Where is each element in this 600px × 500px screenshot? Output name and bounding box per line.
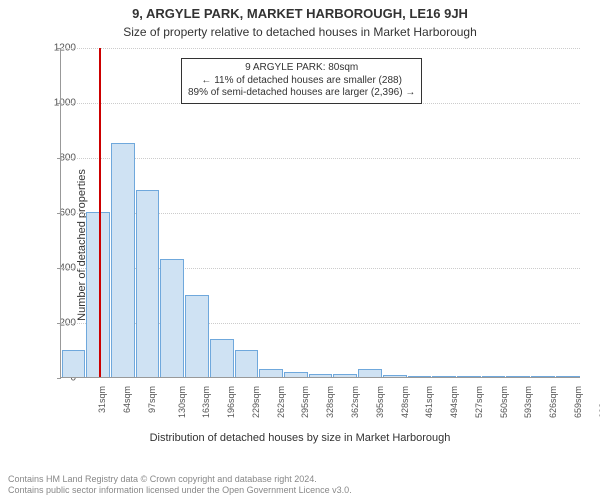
plot-region: 9 ARGYLE PARK: 80sqm ← 11% of detached h… xyxy=(60,48,580,378)
x-tick-label: 229sqm xyxy=(251,386,261,418)
histogram-bar xyxy=(432,376,456,377)
histogram-bar xyxy=(62,350,86,378)
histogram-bar xyxy=(210,339,234,378)
x-tick-label: 659sqm xyxy=(573,386,583,418)
x-tick-label: 362sqm xyxy=(350,386,360,418)
histogram-bar xyxy=(309,374,333,377)
x-tick-label: 328sqm xyxy=(325,386,335,418)
x-tick-label: 428sqm xyxy=(400,386,410,418)
x-tick-label: 560sqm xyxy=(499,386,509,418)
histogram-bar xyxy=(86,212,110,377)
histogram-bar xyxy=(482,376,506,377)
x-tick-label: 196sqm xyxy=(226,386,236,418)
histogram-bar xyxy=(185,295,209,378)
histogram-bar xyxy=(383,375,407,377)
histogram-bar xyxy=(506,376,530,377)
histogram-bar xyxy=(136,190,160,377)
histogram-bar xyxy=(531,376,555,377)
x-tick-label: 64sqm xyxy=(122,386,132,413)
histogram-bar xyxy=(358,369,382,377)
x-tick-label: 130sqm xyxy=(177,386,187,418)
annotation-box: 9 ARGYLE PARK: 80sqm ← 11% of detached h… xyxy=(181,58,422,104)
chart-title-address: 9, ARGYLE PARK, MARKET HARBOROUGH, LE16 … xyxy=(0,0,600,21)
annotation-line1: 9 ARGYLE PARK: 80sqm xyxy=(188,62,415,75)
footer-line2: Contains public sector information licen… xyxy=(8,485,352,496)
histogram-bar xyxy=(235,350,259,378)
x-tick-label: 295sqm xyxy=(301,386,311,418)
chart-area: Number of detached properties 0200400600… xyxy=(0,40,600,450)
x-tick-label: 31sqm xyxy=(97,386,107,413)
histogram-bar xyxy=(556,376,580,377)
x-tick-label: 593sqm xyxy=(523,386,533,418)
histogram-bar xyxy=(457,376,481,377)
chart-subtitle: Size of property relative to detached ho… xyxy=(0,21,600,41)
x-tick-label: 97sqm xyxy=(147,386,157,413)
x-tick-label: 395sqm xyxy=(375,386,385,418)
histogram-bar xyxy=(111,143,135,377)
x-tick-label: 626sqm xyxy=(548,386,558,418)
histogram-bar xyxy=(259,369,283,377)
footer-line1: Contains HM Land Registry data © Crown c… xyxy=(8,474,352,485)
histogram-bar xyxy=(408,376,432,377)
x-tick-label: 494sqm xyxy=(449,386,459,418)
x-axis-label: Distribution of detached houses by size … xyxy=(0,432,600,444)
x-tick-label: 163sqm xyxy=(201,386,211,418)
reference-vline xyxy=(99,48,101,377)
footer-attribution: Contains HM Land Registry data © Crown c… xyxy=(8,474,352,496)
annotation-line3: 89% of semi-detached houses are larger (… xyxy=(188,87,415,100)
histogram-bar xyxy=(284,372,308,378)
x-tick-label: 262sqm xyxy=(276,386,286,418)
x-tick-label: 527sqm xyxy=(474,386,484,418)
x-axis-ticks: 31sqm 64sqm 97sqm 130sqm 163sqm 196sqm 229sqm 2… xyxy=(60,380,580,430)
x-tick-label: 461sqm xyxy=(424,386,434,418)
histogram-bar xyxy=(160,259,184,377)
annotation-line2: ← 11% of detached houses are smaller (28… xyxy=(188,75,415,88)
histogram-bar xyxy=(333,374,357,377)
